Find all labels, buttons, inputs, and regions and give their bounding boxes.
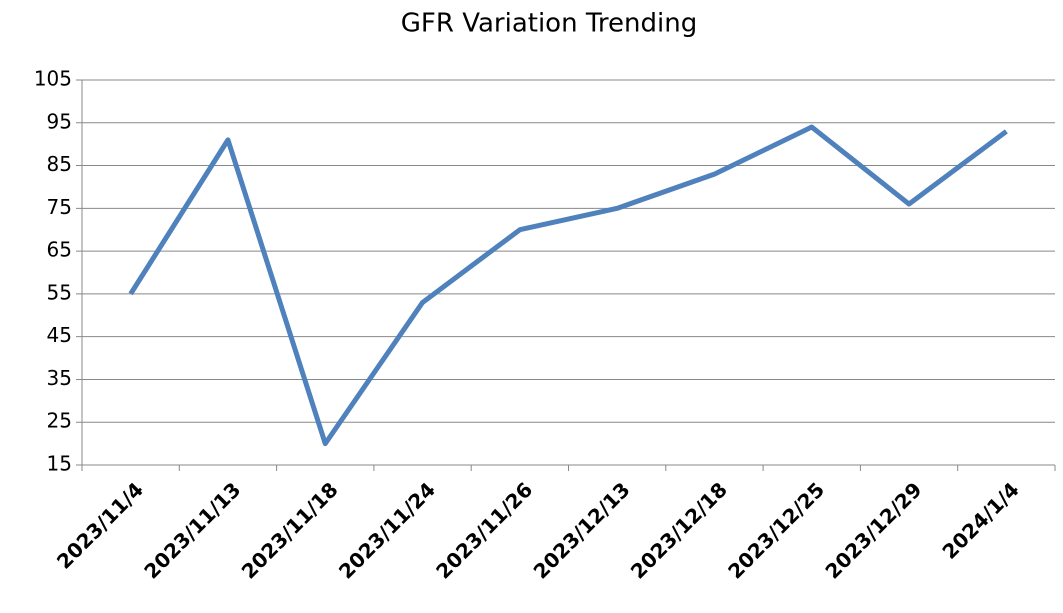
y-tick-label: 55 (47, 280, 72, 304)
data-line (128, 124, 1008, 447)
y-tick-label: 105 (34, 67, 72, 91)
x-tick-label: 2023/12/13 (529, 477, 635, 583)
x-tick-label: 2023/11/24 (334, 477, 440, 583)
x-tick-label: 2024/1/4 (937, 477, 1023, 563)
y-tick-label: 35 (47, 366, 72, 390)
y-tick-label: 65 (47, 238, 72, 262)
x-tick-label: 2023/12/18 (626, 477, 732, 583)
y-tick-label: 45 (47, 323, 72, 347)
y-tick-label: 15 (47, 452, 72, 476)
y-tick-label: 95 (47, 109, 72, 133)
y-tick-label: 25 (47, 409, 72, 433)
x-tick-label: 2023/11/4 (52, 477, 148, 573)
y-tick-label: 75 (47, 195, 72, 219)
x-tick-label: 2023/11/26 (431, 477, 537, 583)
chart-title: GFR Variation Trending (401, 9, 697, 39)
y-tick-label: 85 (47, 152, 72, 176)
x-tick-label: 2023/11/13 (139, 477, 245, 583)
x-tick-label: 2023/11/18 (237, 477, 343, 583)
x-tick-label: 2023/12/25 (723, 477, 829, 583)
x-tick-label: 2023/12/29 (820, 477, 926, 583)
